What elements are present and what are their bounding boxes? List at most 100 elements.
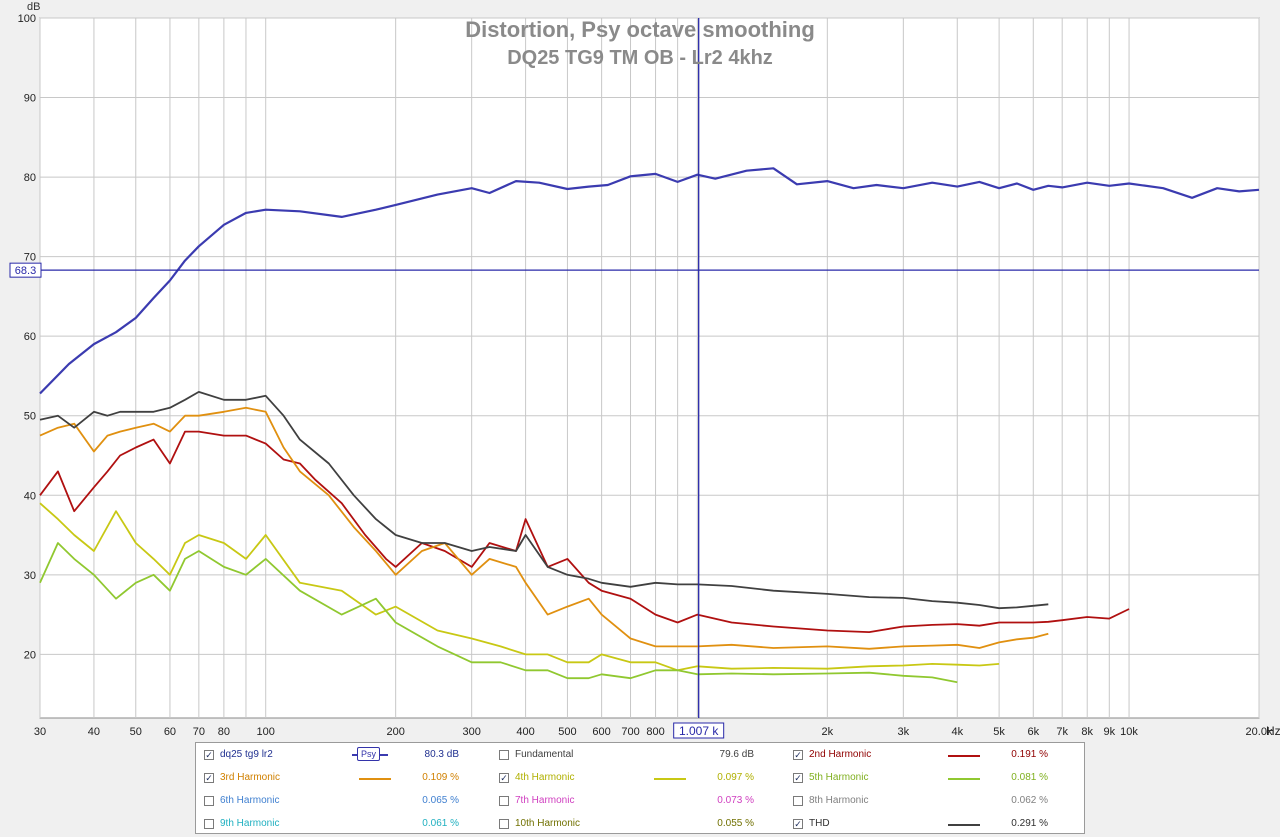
cursor[interactable]: 1.007 k 68.3 <box>9 18 1259 739</box>
y-tick-label: 70 <box>24 252 36 264</box>
x-tick-label: 9k <box>1103 726 1115 738</box>
series-thd <box>39 390 1049 610</box>
legend-item-7th-harmonic: 7th Harmonic 0.073 % <box>499 793 784 811</box>
x-tick-label: 7k <box>1056 726 1068 738</box>
legend-swatch <box>359 778 391 780</box>
legend-value: 0.291 % <box>1011 818 1048 829</box>
x-tick-label: 10k <box>1120 726 1138 738</box>
x-tick-label: 50 <box>130 726 142 738</box>
legend-label: 6th Harmonic <box>220 795 280 806</box>
legend-label: 4th Harmonic <box>515 772 575 783</box>
y-tick-label: 80 <box>24 172 36 184</box>
legend-label: dq25 tg9 lr2 <box>220 749 273 760</box>
legend-checkbox-6th-harmonic[interactable] <box>204 796 214 806</box>
legend-item-2nd-harmonic: ✓ 2nd Harmonic 0.191 % <box>793 747 1078 765</box>
x-tick-label: 40 <box>88 726 100 738</box>
cursor-y-box <box>9 262 42 278</box>
series-3rd-harmonic <box>39 406 1049 650</box>
cursor-x-box <box>673 722 725 739</box>
x-tick-label: 60 <box>164 726 176 738</box>
x-tick-label: 2k <box>822 726 834 738</box>
grid <box>39 17 1260 718</box>
legend-checkbox-3rd-harmonic[interactable]: ✓ <box>204 773 214 783</box>
x-tick-labels: 30 40 50 60 70 80 100 200 300 400 500 600 700 800 2k 3k… <box>34 726 1273 738</box>
x-tick-label: 5k <box>993 726 1005 738</box>
x-tick-label: 80 <box>218 726 230 738</box>
cursor-x-label: 1.007 k <box>679 724 719 738</box>
x-tick-label: 800 <box>646 726 664 738</box>
legend-label: 10th Harmonic <box>515 818 581 829</box>
legend-checkbox-thd[interactable]: ✓ <box>793 819 803 829</box>
x-tick-label: 70 <box>193 726 205 738</box>
smoothing-badge[interactable]: Psy <box>357 747 381 761</box>
legend-checkbox-fundamental[interactable] <box>499 750 509 760</box>
legend-label: 3rd Harmonic <box>220 772 281 783</box>
legend-swatch <box>948 778 980 780</box>
y-tick-label: 20 <box>24 649 36 661</box>
x-tick-label: 6k <box>1027 726 1039 738</box>
legend-label: 2nd Harmonic <box>809 749 872 760</box>
legend-value: 0.061 % <box>422 818 459 829</box>
legend-checkbox-9th-harmonic[interactable] <box>204 819 214 829</box>
legend-value: 0.109 % <box>422 772 459 783</box>
legend-value: 0.073 % <box>717 795 754 806</box>
legend-swatch <box>654 778 686 780</box>
legend-label: THD <box>809 818 830 829</box>
legend-item-5th-harmonic: ✓ 5th Harmonic 0.081 % <box>793 770 1078 788</box>
legend-item-4th-harmonic: ✓ 4th Harmonic 0.097 % <box>499 770 784 788</box>
x-tick-label: 500 <box>558 726 576 738</box>
legend-checkbox-7th-harmonic[interactable] <box>499 796 509 806</box>
legend-value: 80.3 dB <box>424 749 459 760</box>
legend-value: 0.081 % <box>1011 772 1048 783</box>
y-tick-label: 100 <box>18 13 36 25</box>
legend-swatch <box>948 755 980 757</box>
series-5th-harmonic <box>39 542 958 684</box>
legend-label: 9th Harmonic <box>220 818 280 829</box>
legend-value: 0.065 % <box>422 795 459 806</box>
x-tick-label: 600 <box>592 726 610 738</box>
chart-subtitle: DQ25 TG9 TM OB - Lr2 4khz <box>507 47 773 69</box>
x-tick-label: 200 <box>386 726 404 738</box>
legend-item-3rd-harmonic: ✓ 3rd Harmonic 0.109 % <box>204 770 489 788</box>
legend-checkbox-4th-harmonic[interactable]: ✓ <box>499 773 509 783</box>
x-tick-label: 3k <box>898 726 910 738</box>
legend-checkbox-8th-harmonic[interactable] <box>793 796 803 806</box>
y-tick-label: 30 <box>24 570 36 582</box>
y-tick-label: 60 <box>24 331 36 343</box>
legend-label: 5th Harmonic <box>809 772 869 783</box>
x-tick-label: 400 <box>516 726 534 738</box>
legend-checkbox-dq25-tg9-lr2[interactable]: ✓ <box>204 750 214 760</box>
legend-checkbox-2nd-harmonic[interactable]: ✓ <box>793 750 803 760</box>
x-tick-label: 4k <box>951 726 963 738</box>
legend-label: 7th Harmonic <box>515 795 575 806</box>
legend-checkbox-10th-harmonic[interactable] <box>499 819 509 829</box>
legend-value: 0.191 % <box>1011 749 1048 760</box>
plot-area <box>39 17 1260 719</box>
y-tick-label: 40 <box>24 490 36 502</box>
legend-item-6th-harmonic: 6th Harmonic 0.065 % <box>204 793 489 811</box>
legend-value: 0.097 % <box>717 772 754 783</box>
chart-title: Distortion, Psy octave smoothing <box>465 17 815 42</box>
y-tick-labels: 100 90 80 70 60 50 40 30 20 <box>18 13 36 661</box>
x-axis-label: Hz <box>1266 724 1280 738</box>
legend-item-thd: ✓ THD 0.291 % <box>793 816 1078 834</box>
legend-item-10th-harmonic: 10th Harmonic 0.055 % <box>499 816 784 834</box>
y-tick-label: 50 <box>24 411 36 423</box>
x-tick-label: 8k <box>1081 726 1093 738</box>
x-tick-label: 300 <box>462 726 480 738</box>
legend-item-dq25-tg9-lr2: ✓ dq25 tg9 lr2 Psy 80.3 dB <box>204 747 489 765</box>
legend: ✓ dq25 tg9 lr2 Psy 80.3 dB Fundamental 79.6 d… <box>195 742 1085 834</box>
legend-value: 0.062 % <box>1011 795 1048 806</box>
x-tick-label: 700 <box>621 726 639 738</box>
legend-item-8th-harmonic: 8th Harmonic 0.062 % <box>793 793 1078 811</box>
legend-label: Fundamental <box>515 749 574 760</box>
legend-value: 0.055 % <box>717 818 754 829</box>
legend-checkbox-5th-harmonic[interactable]: ✓ <box>793 773 803 783</box>
x-tick-label: 30 <box>34 726 46 738</box>
legend-swatch <box>948 824 980 826</box>
cursor-y-label: 68.3 <box>15 265 36 277</box>
x-tick-label: 100 <box>257 726 275 738</box>
series-dq25-tg9-lr2 <box>39 167 1260 395</box>
y-tick-label: 90 <box>24 93 36 105</box>
